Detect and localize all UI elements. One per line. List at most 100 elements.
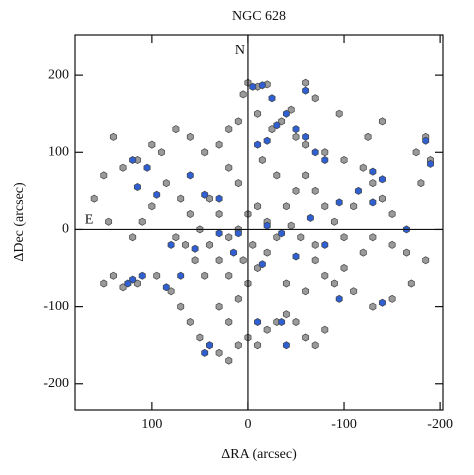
hex-point [90,194,98,203]
hex-point [321,325,329,334]
hex-point [292,252,300,261]
hex-point [321,148,329,157]
hex-point [153,190,161,199]
hex-point [306,213,314,222]
hex-point [186,209,194,219]
hex-point [162,283,170,292]
hex-point [273,121,281,130]
y-tick-label: -200 [43,376,69,391]
hex-point [258,81,266,90]
hex-point [340,233,348,242]
x-tick-label: -200 [427,417,453,432]
hex-point [378,298,386,307]
hex-point [297,233,305,242]
hex-point [350,202,358,211]
hex-point [119,163,127,172]
hex-point [369,302,377,311]
hex-point [186,132,194,141]
hex-point [311,148,319,157]
hex-point [263,221,271,230]
y-tick-label: 0 [62,222,69,237]
hex-point [422,256,430,265]
hex-point [378,175,386,184]
x-tick-label: 100 [141,417,162,432]
hex-point [407,279,415,288]
hex-point [335,198,343,207]
hex-point [100,171,108,180]
hex-point [335,109,343,118]
hex-point [378,117,386,126]
hex-point [225,125,233,134]
hex-point [330,217,338,226]
hex-point [138,271,146,280]
hex-point [321,202,329,211]
hex-point [191,244,199,253]
hex-point [230,248,238,257]
hex-point [225,356,233,365]
hex-point [124,279,132,288]
hex-point [234,229,242,238]
hex-point [206,240,213,249]
plot-frame [74,34,444,411]
hex-point [282,341,290,350]
hex-point [282,310,290,319]
hex-point [369,167,377,176]
hex-point [388,294,396,303]
hex-point [105,217,113,226]
hex-point [249,240,257,249]
hex-point [427,159,434,168]
hex-point [215,229,223,238]
hex-point [234,294,242,303]
hex-point [369,233,377,242]
hex-point [302,171,310,180]
hex-point [239,90,247,99]
hex-point [302,333,310,342]
hex-point [340,155,348,165]
hex-point [268,94,276,103]
hex-point [278,317,286,327]
hex-point [177,271,185,280]
hex-point [340,263,348,273]
hex-point [302,86,310,95]
hex-point [182,240,189,249]
hex-point [172,233,180,242]
hex-point [162,179,170,188]
y-tick-label: -100 [43,299,69,314]
hex-point [254,140,262,149]
hex-point [186,171,194,180]
hex-point [292,317,300,327]
x-axis-label: ΔRA (arcsec) [221,447,297,462]
hex-point [321,240,329,249]
hex-point [302,287,310,296]
hex-point [167,240,175,249]
hex-point [225,233,233,242]
hex-point [311,94,319,103]
hex-point [350,287,358,296]
hex-point [225,317,233,327]
hex-point [109,132,117,141]
hex-point [302,140,310,149]
chart-title: NGC 628 [232,9,286,24]
hex-point [201,348,209,357]
y-tick-label: 100 [48,145,69,160]
hex-point [378,194,386,203]
hex-point [148,140,156,149]
hex-point [263,325,271,334]
east-label: E [85,213,94,228]
hex-point [292,132,300,141]
hex-point [225,271,233,280]
hex-point [239,256,247,265]
hex-point [133,182,141,192]
hex-point [292,125,300,134]
hex-point [369,179,377,188]
hex-point [321,155,329,165]
hex-point [143,163,151,172]
hex-point [129,155,137,165]
hex-point [206,341,213,350]
hex-point [249,82,257,91]
hex-point [234,341,242,350]
hex-point [186,317,194,327]
hex-point [282,279,290,288]
hex-point [258,155,266,165]
